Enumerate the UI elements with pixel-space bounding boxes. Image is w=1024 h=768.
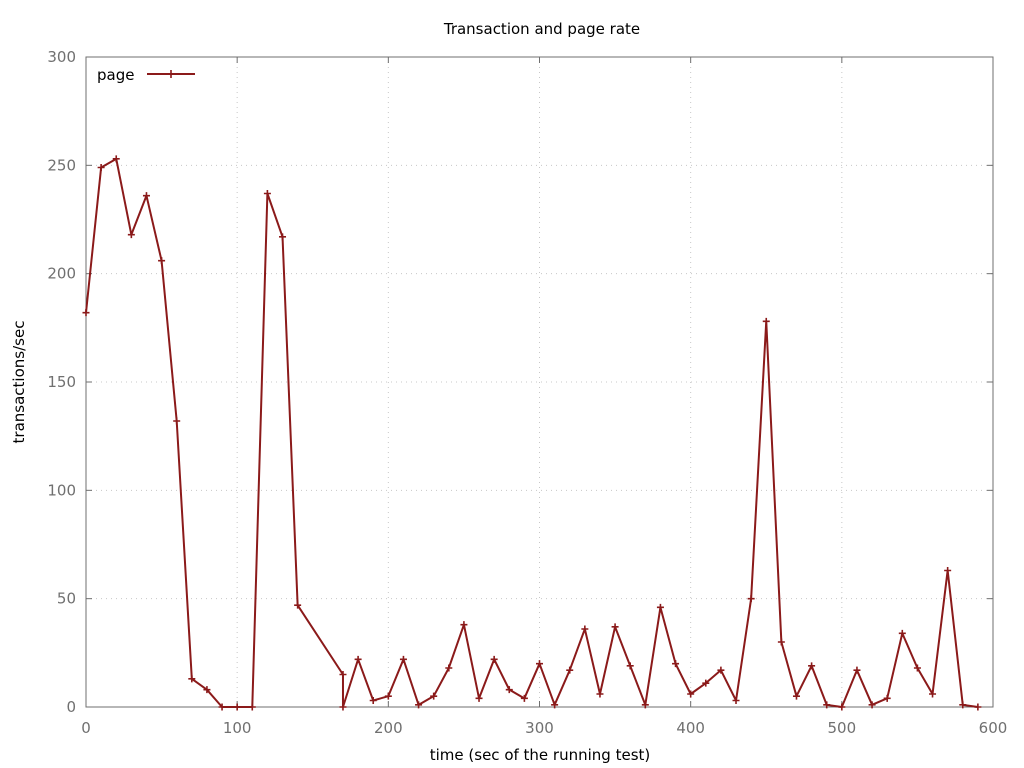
- data-point: [294, 601, 302, 609]
- data-point: [687, 690, 695, 698]
- data-point: [339, 703, 347, 711]
- data-point: [233, 703, 241, 711]
- data-point: [944, 567, 952, 574]
- data-point: [551, 701, 559, 709]
- data-point: [777, 638, 785, 646]
- data-point: [158, 257, 166, 265]
- x-tick-label: 600: [979, 719, 1008, 737]
- data-point: [883, 694, 891, 702]
- legend-marker-page: [167, 70, 175, 78]
- data-point: [626, 662, 634, 670]
- data-point: [641, 701, 649, 709]
- data-point: [505, 686, 513, 694]
- x-tick-label: 500: [828, 719, 857, 737]
- data-point: [97, 164, 105, 171]
- data-point: [339, 671, 347, 678]
- data-point: [460, 621, 468, 629]
- data-point: [808, 662, 816, 670]
- x-axis-tick-labels: 0 100 200 300 400 500 600: [81, 719, 1007, 737]
- data-point: [611, 623, 619, 631]
- y-axis-tick-labels: 0 50 100 150 200 250 300: [47, 48, 76, 716]
- data-point: [384, 692, 392, 700]
- x-tick-label: 200: [374, 719, 403, 737]
- data-point: [898, 629, 906, 637]
- data-point: [82, 309, 90, 317]
- data-point: [672, 660, 680, 668]
- y-tick-label: 50: [57, 590, 76, 608]
- legend: page: [97, 66, 195, 84]
- y-tick-label: 250: [47, 156, 76, 174]
- data-point: [581, 625, 589, 633]
- data-point: [279, 233, 287, 241]
- y-tick-label: 0: [66, 698, 76, 716]
- y-tick-label: 100: [47, 481, 76, 499]
- data-point: [430, 692, 438, 700]
- chart-title: Transaction and page rate: [443, 20, 640, 38]
- data-point: [596, 690, 604, 698]
- data-point: [248, 703, 256, 711]
- data-point: [203, 686, 211, 694]
- data-point: [868, 701, 876, 709]
- data-point: [536, 660, 543, 668]
- data-point: [445, 664, 453, 672]
- data-point: [732, 697, 740, 704]
- data-point: [399, 655, 407, 663]
- data-point: [717, 666, 725, 674]
- series-layer: [82, 155, 982, 711]
- data-point: [566, 666, 574, 674]
- x-tick-label: 400: [676, 719, 705, 737]
- data-point: [792, 692, 800, 700]
- data-point: [354, 655, 362, 663]
- grid-lines: [86, 57, 993, 707]
- y-axis-label: transactions/sec: [10, 321, 28, 444]
- data-point: [702, 679, 710, 687]
- data-point: [853, 666, 861, 674]
- y-tick-label: 200: [47, 265, 76, 283]
- legend-label-page: page: [97, 66, 134, 84]
- data-point: [838, 703, 846, 711]
- x-tick-label: 300: [525, 719, 554, 737]
- y-tick-label: 300: [47, 48, 76, 66]
- x-axis-label: time (sec of the running test): [430, 746, 651, 764]
- data-point: [913, 664, 921, 672]
- data-point: [142, 192, 150, 200]
- data-point: [173, 417, 181, 425]
- data-point: [112, 155, 120, 163]
- data-point: [762, 317, 770, 325]
- axis-ticks: [85, 56, 994, 708]
- y-tick-label: 150: [47, 373, 76, 391]
- data-point: [656, 603, 664, 611]
- data-point: [188, 675, 196, 683]
- data-point: [263, 190, 271, 197]
- data-point: [475, 694, 483, 702]
- data-point: [490, 655, 498, 663]
- data-point: [959, 701, 967, 709]
- data-point: [823, 701, 831, 709]
- data-point: [520, 694, 528, 702]
- data-point: [415, 701, 423, 709]
- data-point: [127, 231, 135, 239]
- data-point: [974, 703, 982, 711]
- x-tick-label: 0: [81, 719, 91, 737]
- data-point: [929, 690, 937, 698]
- data-point: [218, 703, 226, 711]
- data-point: [747, 595, 755, 603]
- data-point: [369, 697, 377, 704]
- x-tick-label: 100: [223, 719, 252, 737]
